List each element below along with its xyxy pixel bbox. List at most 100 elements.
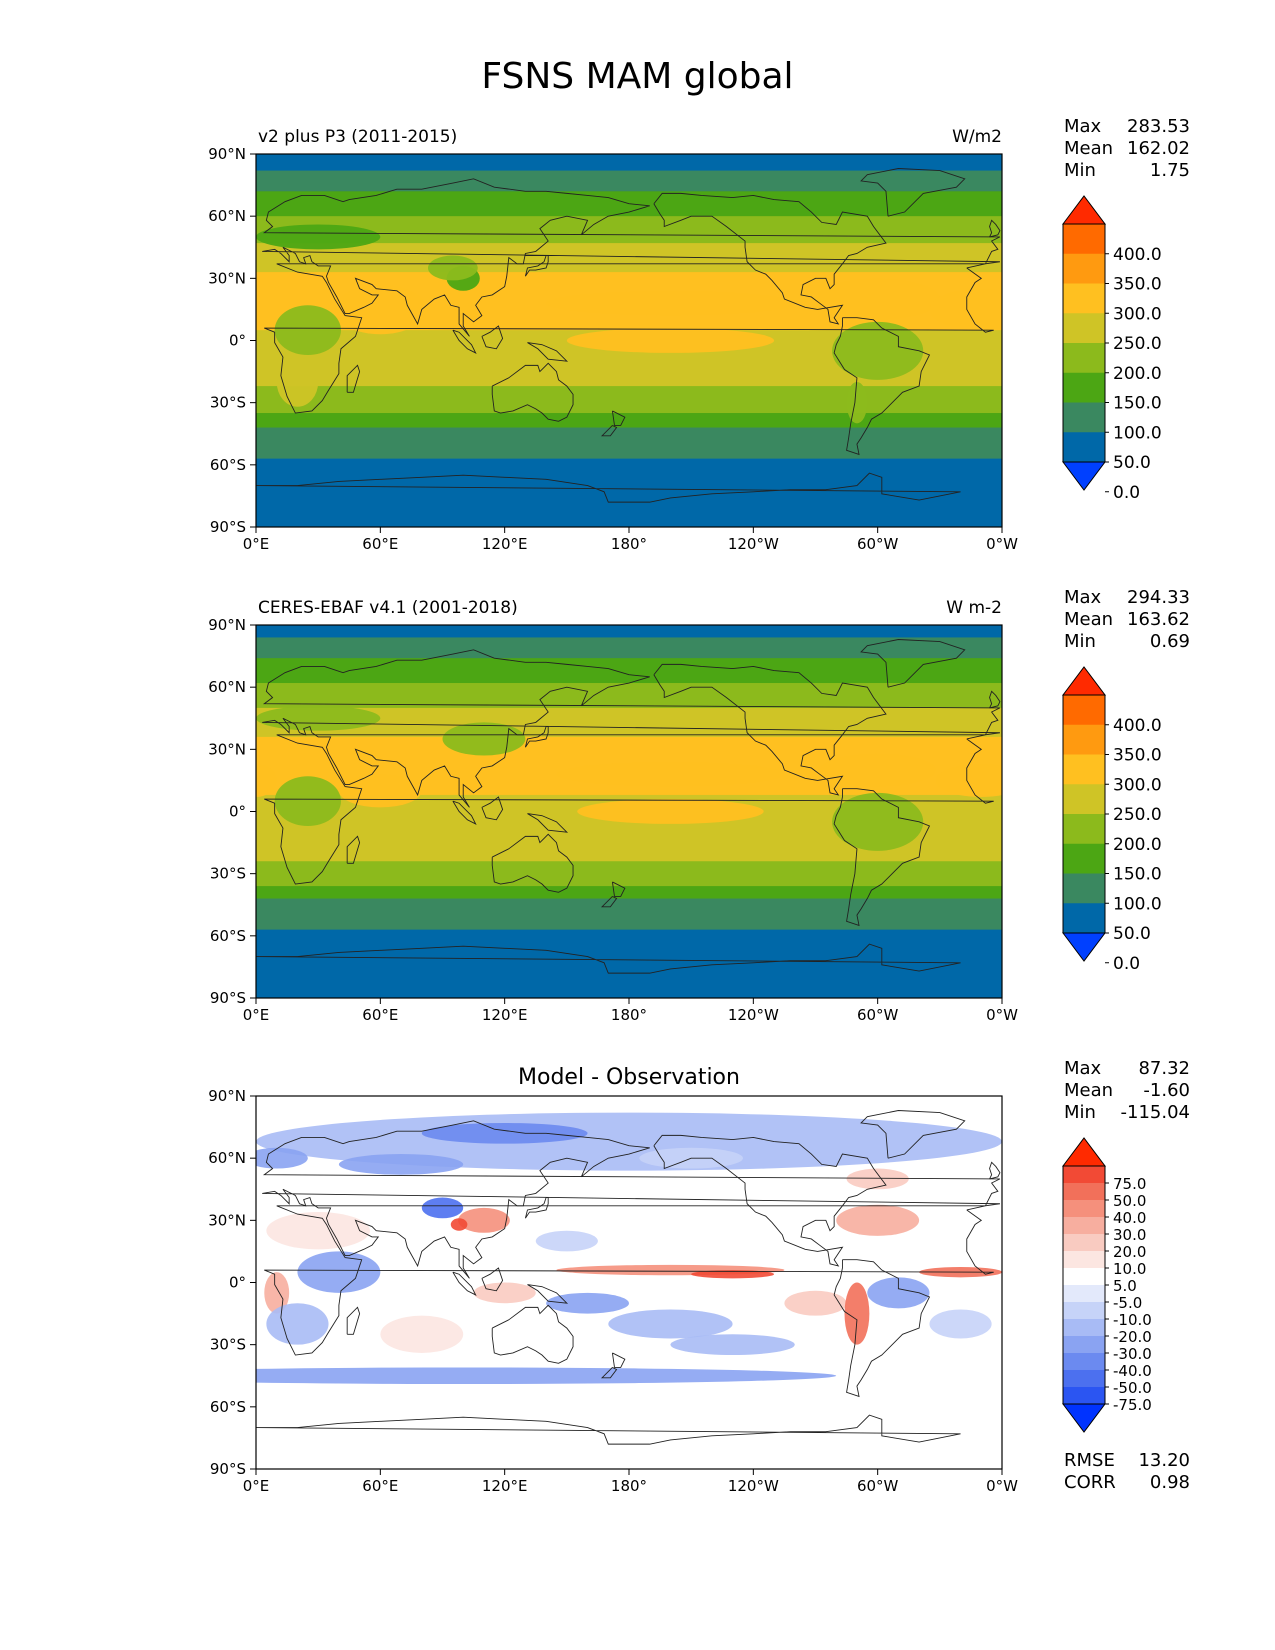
stat-label: Mean [1064, 1080, 1113, 1101]
coastline-antarctica [256, 943, 961, 974]
coastline-japan [524, 1197, 549, 1219]
field-band [256, 458, 1002, 527]
colorbar-segment [1063, 903, 1105, 934]
y-tick-label: 90°N [208, 1087, 246, 1105]
coastline-nzSouth [600, 425, 618, 437]
stat-value: 163.62 [1127, 609, 1190, 630]
colorbar-segment [1063, 1200, 1105, 1218]
colorbar-extend-top [1062, 666, 1106, 696]
stat-value: 283.53 [1127, 116, 1190, 137]
y-tick-label: 30°N [208, 740, 246, 758]
field-patch [256, 705, 381, 731]
x-tick-label: 0°E [243, 535, 270, 553]
field-band [256, 898, 1002, 931]
coastline-borneo [481, 1267, 504, 1292]
colorbar-label: 20.0 [1113, 1243, 1146, 1261]
field-patch [266, 1303, 329, 1345]
coastline-greenland [860, 639, 966, 688]
coastline-newZealand [611, 410, 626, 426]
coastline-greenland [860, 1110, 966, 1159]
field-patch [546, 290, 795, 316]
y-tick-label: 60°S [210, 927, 246, 945]
x-tick-label: 120°W [728, 1477, 779, 1495]
colorbar-segment [1063, 1336, 1105, 1354]
coastline-europeAsia [262, 178, 1001, 337]
field-band [256, 886, 1002, 900]
coastline-newZealand [611, 881, 626, 897]
field-patch [929, 1309, 992, 1339]
coastline-uk [989, 690, 1001, 709]
y-tick-label: 60°N [208, 207, 246, 225]
coastline-uk [989, 219, 1001, 238]
coastline-sumatra [452, 1271, 477, 1296]
y-tick-label: 90°S [210, 989, 246, 1007]
coastline-australia [491, 1304, 574, 1364]
colorbar-label: 350.0 [1113, 275, 1162, 295]
coastline-newGuinea [527, 1284, 569, 1304]
field-band [256, 427, 1002, 460]
colorbar-label: 150.0 [1113, 865, 1162, 885]
coastline-sumatra [452, 329, 477, 354]
colorbar-segment [1063, 1251, 1105, 1269]
field-patch [691, 1270, 775, 1279]
colorbar-label: -50.0 [1113, 1379, 1152, 1397]
stat-label: Mean [1064, 138, 1113, 159]
y-tick-label: 0° [229, 332, 246, 350]
map-field [256, 1096, 1002, 1469]
x-tick-label: 60°E [362, 535, 398, 553]
field-band [256, 861, 1002, 887]
colorbar-label: 400.0 [1113, 245, 1162, 265]
x-tick-label: 120°E [482, 1006, 528, 1024]
field-patch [297, 1251, 381, 1293]
panel-1: 0°E 60°E 120°E 180° 120°W 60°W 0°W 90°N 60°N 30°N… [208, 116, 1190, 553]
y-tick-label: 60°S [210, 456, 246, 474]
colorbar-segment [1063, 873, 1105, 904]
colorbar-label: 0.0 [1113, 954, 1140, 974]
field-band [256, 243, 1002, 273]
coastline-southAmerica [833, 788, 931, 927]
colorbar-label: 5.0 [1113, 1277, 1137, 1295]
colorbar-label: 40.0 [1113, 1209, 1146, 1227]
field-patch [566, 328, 775, 353]
panel-2: 0°E 60°E 120°E 180° 120°W 60°W 0°W 90°N 60°N 30°N… [208, 587, 1190, 1024]
field-patch [256, 1147, 308, 1169]
field-patch [256, 224, 381, 250]
coastline-northAmerica [653, 192, 887, 325]
coastline-africa [264, 1205, 994, 1356]
y-tick-label: 60°S [210, 1398, 246, 1416]
colorbar-segment [1063, 372, 1105, 403]
stat-label: Min [1064, 631, 1096, 652]
coastline-northAmerica [653, 1134, 887, 1267]
coastline-europeAsia [262, 1120, 1001, 1279]
x-tick-label: 60°E [362, 1006, 398, 1024]
field-patch [832, 321, 924, 380]
field-patch [458, 1207, 510, 1233]
field-patch [427, 255, 478, 281]
stat-value: 0.69 [1150, 631, 1190, 652]
stat-label: Min [1064, 160, 1096, 181]
field-band [256, 216, 1002, 244]
colorbar-extend-bottom [1062, 1403, 1106, 1433]
stat-value: 162.02 [1127, 138, 1190, 159]
colorbar-segment [1063, 1268, 1105, 1286]
y-tick-label: 90°S [210, 518, 246, 536]
coastline-greenland [860, 168, 966, 217]
field-patch [608, 1309, 733, 1339]
stat-value: 294.33 [1127, 587, 1190, 608]
colorbar-segment [1063, 843, 1105, 874]
field-patch [450, 1218, 468, 1231]
colorbar-label: 150.0 [1113, 394, 1162, 414]
y-tick-label: 0° [229, 803, 246, 821]
coastline-newGuinea [527, 813, 569, 833]
coastline-australia [491, 362, 574, 422]
coastline-nzSouth [600, 1367, 618, 1379]
x-tick-label: 0°W [986, 535, 1018, 553]
x-tick-label: 0°W [986, 1477, 1018, 1495]
colorbar-label: 50.0 [1113, 453, 1151, 473]
x-tick-label: 0°W [986, 1006, 1018, 1024]
coastline-africa [264, 263, 994, 414]
x-tick-label: 0°E [243, 1006, 270, 1024]
coastline-africa [264, 734, 994, 885]
colorbar-segment [1063, 1302, 1105, 1320]
colorbar-segment [1063, 724, 1105, 755]
